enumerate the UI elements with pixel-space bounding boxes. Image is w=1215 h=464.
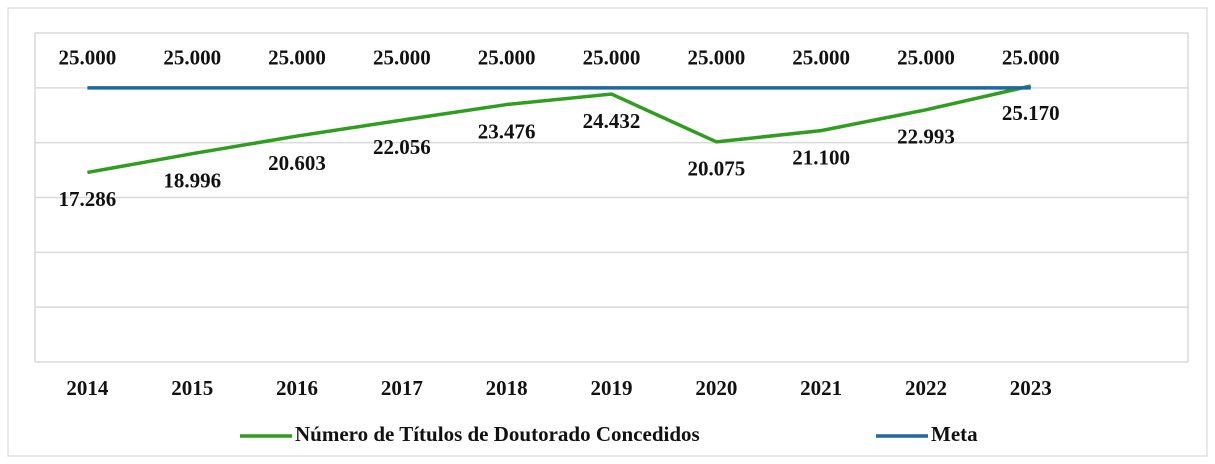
chart-border [7,7,1208,457]
x-tick-label: 2016 [276,376,318,400]
legend-label: Número de Títulos de Doutorado Concedido… [295,422,700,446]
data-label: 18.996 [163,168,221,192]
data-label: 22.056 [373,135,431,159]
data-label: 21.100 [792,145,850,169]
x-tick-label: 2021 [800,376,842,400]
data-label: 22.993 [897,125,955,149]
data-label: 25.000 [268,46,326,70]
data-label: 24.432 [583,109,641,133]
x-tick-label: 2014 [66,376,109,400]
data-label: 25.000 [687,46,745,70]
data-label: 25.000 [583,46,641,70]
data-label: 25.000 [478,46,536,70]
data-label: 25.000 [1002,46,1060,70]
data-label: 25.000 [373,46,431,70]
data-label: 17.286 [59,187,117,211]
data-label: 20.075 [687,157,745,181]
x-tick-label: 2017 [381,376,423,400]
x-tick-label: 2019 [591,376,633,400]
x-tick-label: 2015 [171,376,213,400]
x-tick-label: 2022 [905,376,947,400]
x-tick-label: 2023 [1010,376,1052,400]
data-label: 20.603 [268,151,326,175]
x-tick-label: 2018 [486,376,528,400]
data-label: 23.476 [478,119,536,143]
x-tick-label: 2020 [695,376,737,400]
data-label: 25.000 [792,46,850,70]
data-label: 25.170 [1002,101,1060,125]
data-label: 25.000 [59,46,117,70]
series-line [87,84,1032,175]
data-label: 25.000 [897,46,955,70]
legend-label: Meta [931,422,978,446]
data-label: 25.000 [163,46,221,70]
